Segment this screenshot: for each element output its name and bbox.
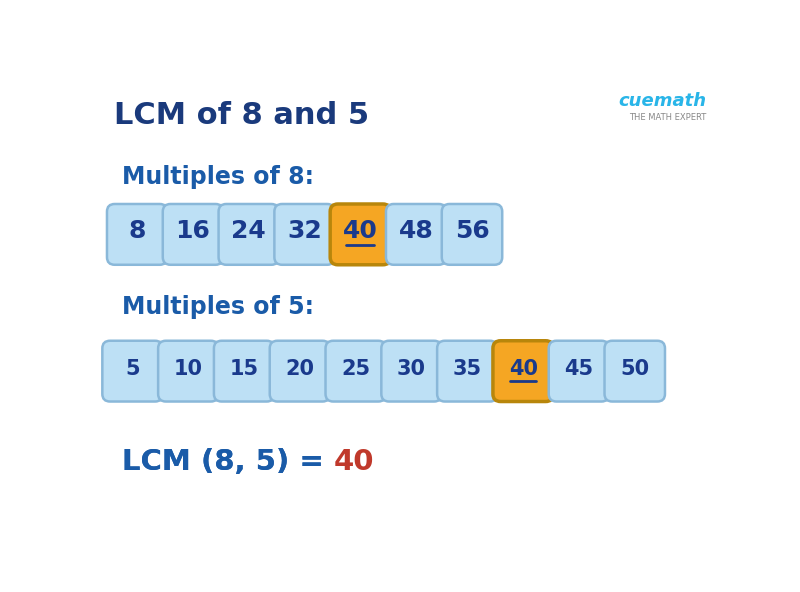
Text: 45: 45 (564, 359, 594, 379)
FancyBboxPatch shape (549, 341, 609, 401)
Text: LCM (8, 5) =: LCM (8, 5) = (122, 448, 334, 477)
Text: 8: 8 (129, 220, 146, 243)
Text: 10: 10 (174, 359, 203, 379)
Text: 56: 56 (454, 220, 490, 243)
Text: 32: 32 (287, 220, 322, 243)
FancyBboxPatch shape (214, 341, 274, 401)
FancyBboxPatch shape (493, 341, 554, 401)
Text: 40: 40 (334, 448, 374, 477)
Text: 24: 24 (231, 220, 266, 243)
Text: 40: 40 (343, 220, 378, 243)
Text: 35: 35 (453, 359, 482, 379)
FancyBboxPatch shape (437, 341, 498, 401)
FancyBboxPatch shape (162, 204, 223, 265)
Text: cuemath: cuemath (618, 92, 706, 110)
Text: Multiples of 8:: Multiples of 8: (122, 165, 314, 189)
Text: 16: 16 (175, 220, 210, 243)
FancyBboxPatch shape (274, 204, 335, 265)
Text: 40: 40 (509, 359, 538, 379)
Text: 50: 50 (620, 359, 650, 379)
FancyBboxPatch shape (107, 204, 167, 265)
FancyBboxPatch shape (270, 341, 330, 401)
FancyBboxPatch shape (218, 204, 279, 265)
Text: 15: 15 (230, 359, 258, 379)
FancyBboxPatch shape (382, 341, 442, 401)
FancyBboxPatch shape (330, 204, 390, 265)
FancyBboxPatch shape (102, 341, 162, 401)
FancyBboxPatch shape (158, 341, 218, 401)
Text: THE MATH EXPERT: THE MATH EXPERT (629, 113, 706, 122)
Text: LCM of 8 and 5: LCM of 8 and 5 (114, 101, 369, 130)
FancyBboxPatch shape (442, 204, 502, 265)
Text: 20: 20 (286, 359, 314, 379)
FancyBboxPatch shape (326, 341, 386, 401)
FancyBboxPatch shape (386, 204, 446, 265)
Text: Multiples of 5:: Multiples of 5: (122, 295, 314, 318)
Text: 25: 25 (341, 359, 370, 379)
Text: 48: 48 (399, 220, 434, 243)
Text: 5: 5 (126, 359, 140, 379)
FancyBboxPatch shape (605, 341, 665, 401)
Text: 30: 30 (397, 359, 426, 379)
Text: LCM (8, 5) =: LCM (8, 5) = (122, 448, 334, 477)
